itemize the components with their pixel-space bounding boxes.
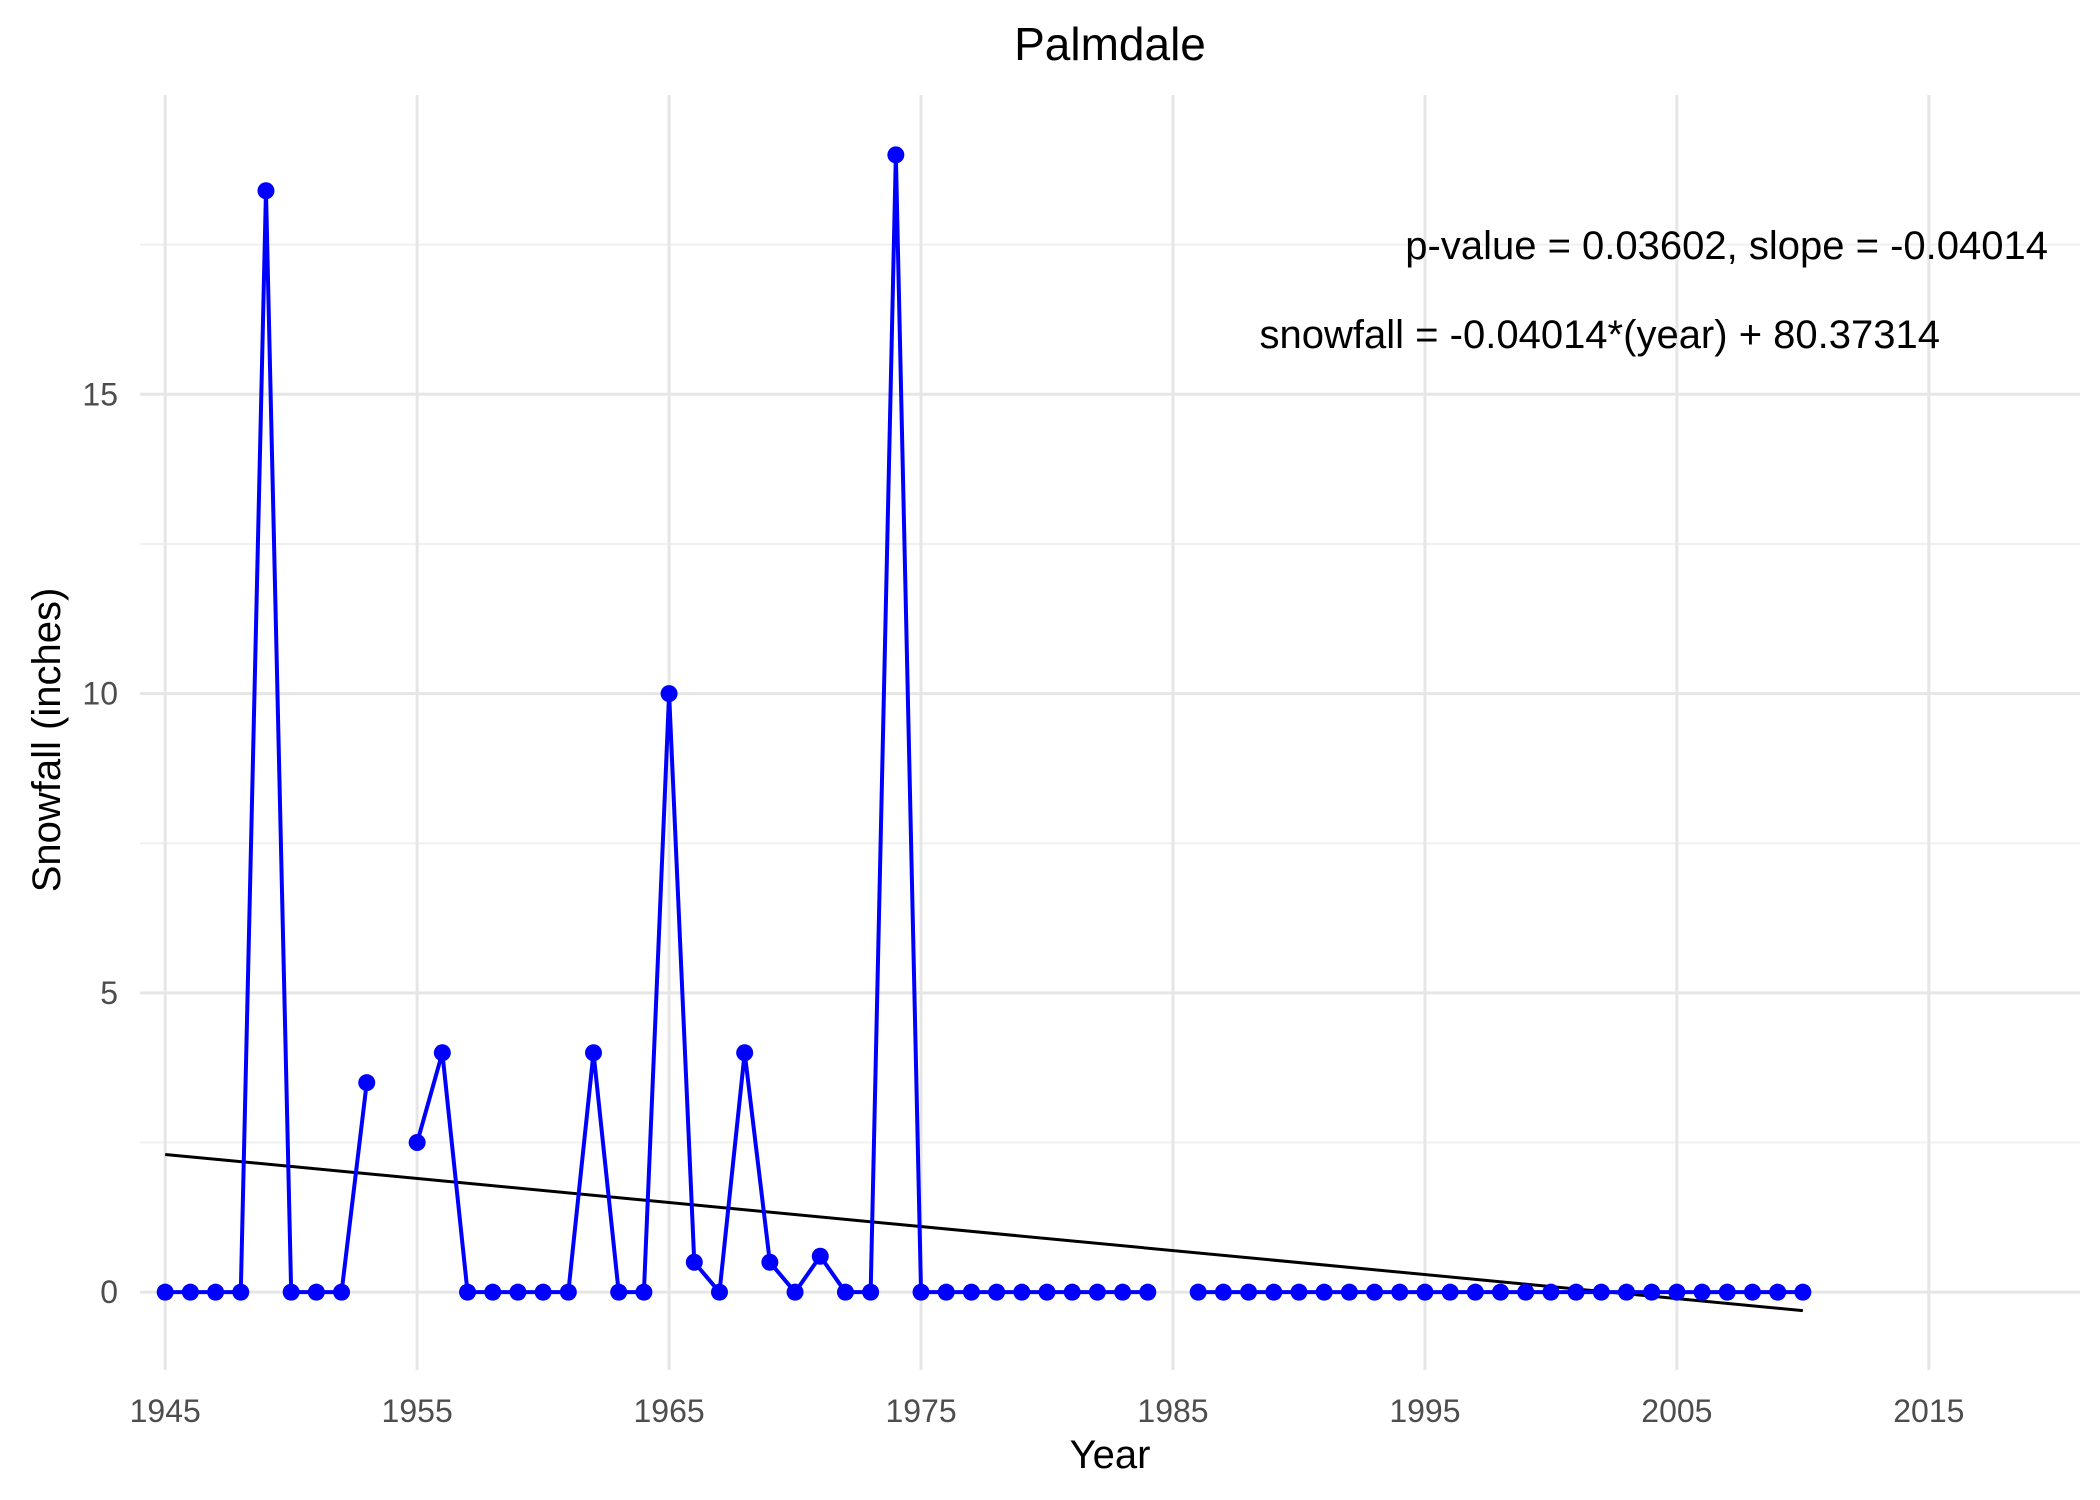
data-point: [1063, 1283, 1081, 1301]
data-point: [1038, 1283, 1056, 1301]
data-point: [1743, 1283, 1761, 1301]
data-point: [207, 1283, 225, 1301]
data-point: [1668, 1283, 1686, 1301]
data-point: [761, 1253, 779, 1271]
data-point: [962, 1283, 980, 1301]
x-tick-label: 2015: [1893, 1393, 1964, 1429]
series-group: [156, 146, 1812, 1301]
x-tick-label: 1995: [1389, 1393, 1460, 1429]
data-point: [736, 1044, 754, 1062]
y-tick-label: 5: [100, 975, 118, 1011]
data-point: [1290, 1283, 1308, 1301]
data-point: [408, 1134, 426, 1152]
data-point: [333, 1283, 351, 1301]
data-point: [1265, 1283, 1283, 1301]
y-tick-label: 0: [100, 1274, 118, 1310]
data-point: [887, 146, 905, 164]
data-point: [459, 1283, 477, 1301]
data-point: [1139, 1283, 1157, 1301]
data-point: [559, 1283, 577, 1301]
data-point: [1466, 1283, 1484, 1301]
data-point: [509, 1283, 527, 1301]
data-point: [836, 1283, 854, 1301]
data-point: [1492, 1283, 1510, 1301]
data-point: [307, 1283, 325, 1301]
data-point: [862, 1283, 880, 1301]
data-point: [1617, 1283, 1635, 1301]
y-axis-title: Snowfall (inches): [25, 588, 69, 893]
data-point: [1315, 1283, 1333, 1301]
data-point: [937, 1283, 955, 1301]
data-point: [1693, 1283, 1711, 1301]
data-point: [1391, 1283, 1409, 1301]
p-value-annotation: p-value = 0.03602, slope = -0.04014: [1405, 224, 2048, 268]
data-point: [1340, 1283, 1358, 1301]
data-point: [1643, 1283, 1661, 1301]
x-tick-label: 1965: [633, 1393, 704, 1429]
data-point: [282, 1283, 300, 1301]
chart-title: Palmdale: [1014, 18, 1206, 70]
data-point: [257, 182, 275, 200]
data-point: [912, 1283, 930, 1301]
data-point: [1592, 1283, 1610, 1301]
data-point: [1088, 1283, 1106, 1301]
data-point: [660, 685, 678, 703]
data-point: [1567, 1283, 1585, 1301]
series-line: [415, 152, 1148, 1295]
trend-line-group: [165, 1152, 1803, 1313]
x-axis-title: Year: [1070, 1433, 1151, 1477]
data-point: [358, 1074, 376, 1092]
data-point: [1794, 1283, 1812, 1301]
data-point: [1240, 1283, 1258, 1301]
data-point: [1769, 1283, 1787, 1301]
data-point: [181, 1283, 199, 1301]
data-point: [1013, 1283, 1031, 1301]
data-point: [1517, 1283, 1535, 1301]
data-point: [1441, 1283, 1459, 1301]
data-point: [156, 1283, 174, 1301]
data-point: [1189, 1283, 1207, 1301]
x-tick-label: 1985: [1137, 1393, 1208, 1429]
data-point: [635, 1283, 653, 1301]
x-tick-label: 1955: [382, 1393, 453, 1429]
data-point: [1214, 1283, 1232, 1301]
trend-line: [165, 1152, 1803, 1313]
data-point: [484, 1283, 502, 1301]
regression-equation-annotation: snowfall = -0.04014*(year) + 80.37314: [1260, 313, 1940, 357]
data-point: [232, 1283, 250, 1301]
x-tick-label: 1945: [130, 1393, 201, 1429]
data-point: [811, 1247, 829, 1265]
data-point: [534, 1283, 552, 1301]
data-point: [1366, 1283, 1384, 1301]
data-point: [1114, 1283, 1132, 1301]
data-point: [1416, 1283, 1434, 1301]
data-point: [585, 1044, 603, 1062]
data-point: [685, 1253, 703, 1271]
data-point: [988, 1283, 1006, 1301]
y-tick-label: 10: [82, 676, 118, 712]
data-point: [610, 1283, 628, 1301]
x-tick-label: 2005: [1641, 1393, 1712, 1429]
x-tick-label: 1975: [885, 1393, 956, 1429]
data-point: [786, 1283, 804, 1301]
data-point: [710, 1283, 728, 1301]
y-tick-label: 15: [82, 376, 118, 412]
series-line: [165, 188, 369, 1295]
data-point: [433, 1044, 451, 1062]
data-point: [1542, 1283, 1560, 1301]
data-point: [1718, 1283, 1736, 1301]
tick-labels: 1945 1955 1965 1975 1985 1995 2005 2015 0 5 10 15: [82, 376, 1964, 1429]
